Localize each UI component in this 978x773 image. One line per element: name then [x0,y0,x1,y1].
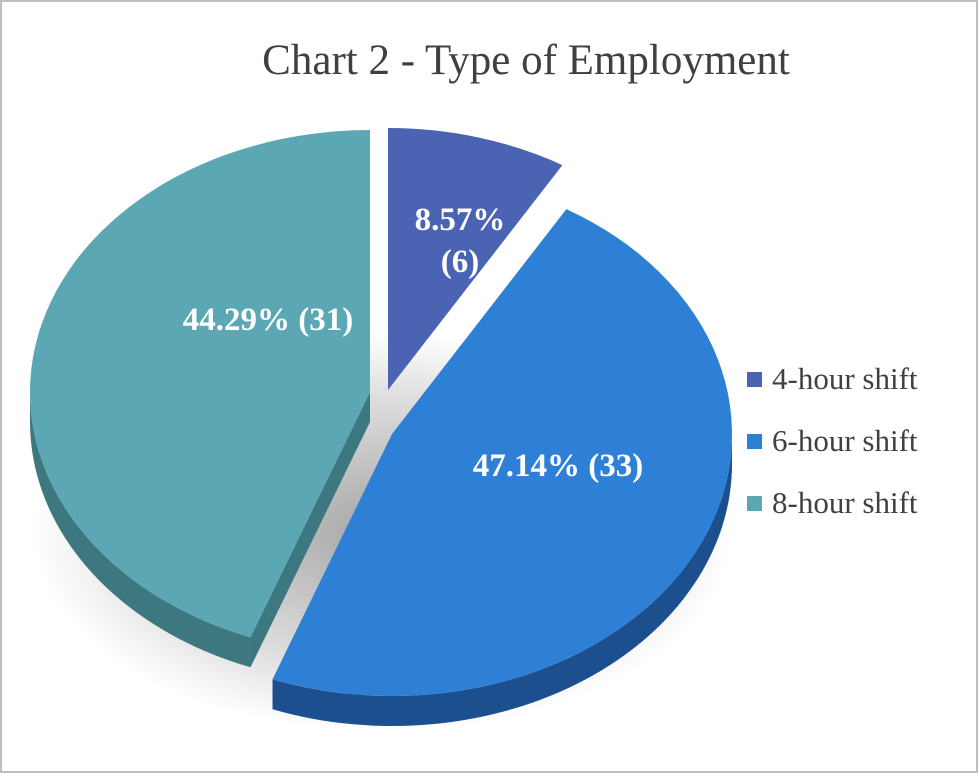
legend-item-6-hour-shift: 6-hour shift [747,410,918,472]
pie-labels: 8.57% (6) 47.14% (33) 44.29% (31) [183,202,643,484]
pie-wall-8-hour-shift [250,392,370,668]
legend-label-8-hour-shift: 8-hour shift [772,485,918,520]
pie-side-6-hour-shift [272,434,732,726]
legend: 4-hour shift 6-hour shift 8-hour shift [747,348,918,534]
pie-sides [30,392,732,726]
chart-title: Chart 2 - Type of Employment [262,37,790,84]
legend-item-8-hour-shift: 8-hour shift [747,472,918,534]
legend-swatch-6-hour-shift [747,433,762,449]
legend-label-6-hour-shift: 6-hour shift [772,423,918,458]
data-label-4-hour-shift: 8.57% (6) [415,202,506,280]
legend-item-4-hour-shift: 4-hour shift [747,348,918,410]
pie-slice-4-hour-shift [388,128,563,390]
data-label-8-hour-shift: 44.29% (31) [183,302,353,338]
pie-tops [29,128,732,696]
pie-slice-6-hour-shift [272,209,732,696]
legend-swatch-4-hour-shift [747,371,762,387]
data-label-6-hour-shift: 47.14% (33) [473,448,643,484]
legend-label-4-hour-shift: 4-hour shift [772,361,918,396]
pie-side-8-hour-shift [30,392,251,668]
pie-slice-8-hour-shift [29,130,370,638]
legend-swatch-8-hour-shift [747,495,762,511]
